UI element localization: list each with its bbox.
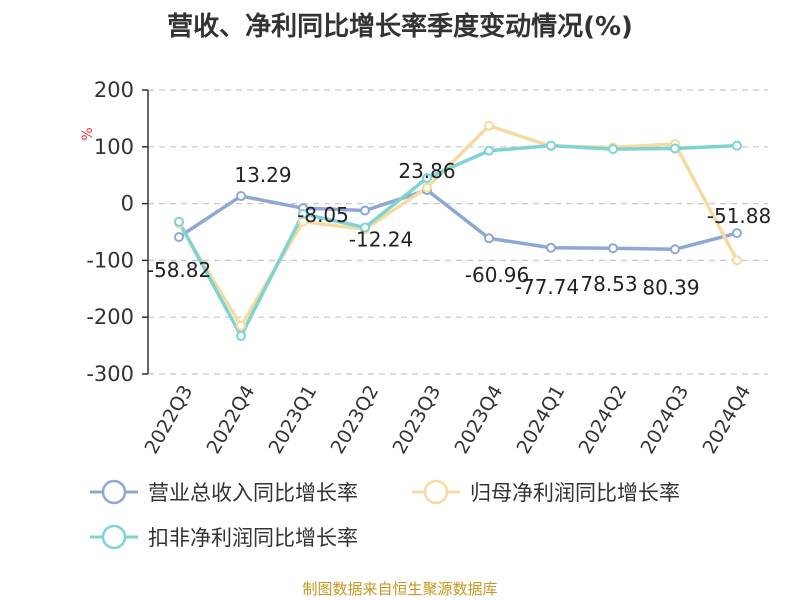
x-tick-label: 2023Q3: [389, 382, 446, 458]
x-tick-label: 2023Q4: [451, 382, 508, 458]
data-point-series-2: [484, 120, 494, 131]
data-point-series-1: [360, 205, 370, 216]
legend-label: 归母净利润同比增长率: [470, 481, 680, 505]
legend-label: 营业总收入同比增长率: [148, 481, 358, 505]
data-label: 13.29: [234, 163, 291, 187]
data-point-series-3: [174, 216, 184, 227]
data-point-series-1: [608, 243, 618, 254]
data-point-series-3: [732, 140, 742, 151]
chart-title: 营收、净利同比增长率季度变动情况(%): [167, 12, 633, 42]
y-tick-label: -200: [86, 305, 134, 329]
data-label: 23.86: [398, 159, 455, 183]
y-tick-label: 0: [121, 192, 134, 216]
data-point-series-3: [670, 143, 680, 154]
x-tick-label: 2023Q2: [327, 382, 384, 458]
data-point-series-3: [546, 140, 556, 151]
y-tick-label: 100: [94, 135, 134, 159]
data-label: -51.88: [707, 204, 771, 228]
data-label: -60.96: [465, 263, 529, 287]
legend-label: 扣非净利润同比增长率: [148, 526, 358, 550]
data-point-series-3: [484, 145, 494, 156]
y-tick-label: 200: [94, 78, 134, 102]
x-tick-label: 2022Q3: [141, 382, 198, 458]
x-tick-label: 2024Q1: [513, 382, 570, 458]
data-point-series-1: [236, 191, 246, 202]
data-point-series-3: [298, 208, 308, 219]
x-tick-label: 2024Q3: [637, 382, 694, 458]
data-point-series-1: [174, 232, 184, 243]
x-tick-label: 2024Q4: [699, 382, 756, 458]
series-line-3: [177, 143, 738, 338]
y-tick-label: -100: [86, 248, 134, 272]
data-point-series-3: [422, 173, 432, 184]
series-line-1: [178, 188, 738, 252]
data-point-series-1: [546, 242, 556, 253]
y-tick-label: -300: [86, 362, 134, 386]
legend-marker: [423, 479, 449, 505]
series-points: [174, 120, 742, 341]
data-point-series-1: [732, 228, 742, 239]
data-point-series-1: [484, 233, 494, 244]
x-tick-label: 2022Q4: [203, 382, 260, 458]
data-label: 78.53: [580, 272, 637, 296]
data-point-series-2: [236, 320, 246, 331]
data-label: -58.82: [147, 258, 211, 282]
data-label: -12.24: [349, 228, 413, 252]
source-note: 制图数据来自恒生聚源数据库: [302, 580, 498, 598]
data-point-series-3: [360, 222, 370, 233]
y-axis-label: %: [80, 127, 96, 140]
series-lines: [177, 124, 739, 338]
data-label: -8.05: [297, 203, 349, 227]
data-label: 80.39: [642, 275, 699, 299]
data-label: -77.74: [515, 275, 579, 299]
data-labels: -58.82 13.29-8.05-12.24 23.86 -60.96-77.74 7…: [147, 159, 771, 299]
x-tick-label: 2024Q2: [575, 382, 632, 458]
data-point-series-1: [670, 244, 680, 255]
data-point-series-3: [236, 330, 246, 341]
data-point-series-3: [608, 144, 618, 155]
data-point-series-2: [422, 182, 432, 193]
x-tick-label: 2023Q1: [265, 382, 322, 458]
legend-marker: [101, 479, 127, 505]
legend-marker: [101, 524, 127, 550]
data-point-series-2: [732, 255, 742, 266]
